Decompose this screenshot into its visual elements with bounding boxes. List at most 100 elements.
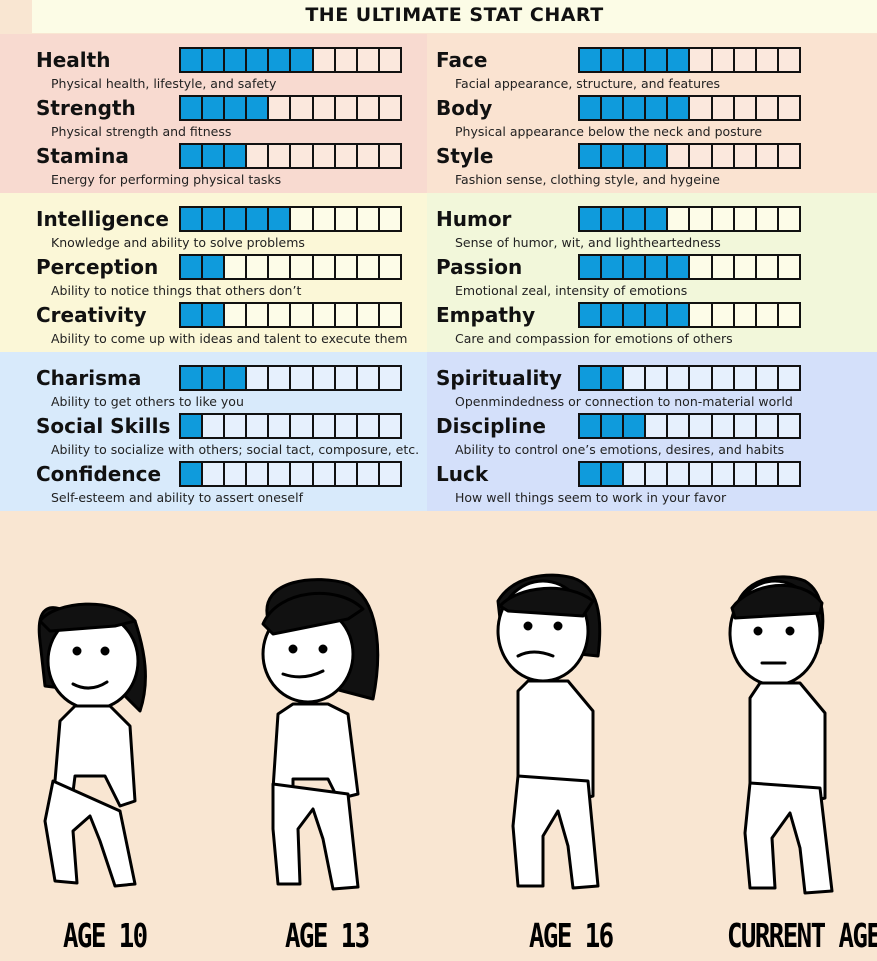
stat-confidence: Confidence Self-esteem and ability to ass…: [0, 454, 877, 505]
bar-cell-empty: [644, 413, 669, 439]
stat-level-bar: [578, 302, 819, 328]
bar-cell-filled: [622, 254, 647, 280]
age-label-current: CURRENT AGE: [727, 916, 877, 955]
bar-cell-filled: [666, 302, 691, 328]
stat-description: Ability to control one’s emotions, desir…: [455, 442, 785, 457]
stat-body: Body Physical appearance below the neck a…: [0, 88, 877, 139]
stat-description: How well things seem to work in your fav…: [455, 490, 727, 505]
bar-cell-filled: [201, 365, 226, 391]
bar-cell-empty: [666, 461, 691, 487]
stat-strength: Strength Physical strength and fitness: [0, 88, 877, 139]
bar-cell-empty: [710, 95, 735, 121]
bar-cell-empty: [666, 365, 691, 391]
bar-cell-empty: [245, 143, 270, 169]
bar-cell-filled: [600, 302, 625, 328]
stat-description: Openmindedness or connection to non-mate…: [455, 394, 793, 409]
stat-style: Style Fashion sense, clothing style, and …: [0, 136, 877, 187]
bar-cell-filled: [644, 95, 669, 121]
stat-description: Physical health, lifestyle, and safety: [51, 76, 277, 91]
bar-cell-empty: [377, 47, 402, 73]
stat-empathy: Empathy Care and compassion for emotions …: [0, 295, 877, 346]
stat-name: Intelligence: [36, 207, 169, 231]
bar-cell-empty: [622, 461, 647, 487]
bar-cell-filled: [622, 47, 647, 73]
bar-cell-empty: [710, 143, 735, 169]
bar-cell-filled: [578, 143, 603, 169]
bar-cell-filled: [622, 206, 647, 232]
bar-cell-filled: [245, 95, 270, 121]
bar-cell-empty: [710, 254, 735, 280]
bar-cell-empty: [355, 143, 380, 169]
bar-cell-filled: [622, 413, 647, 439]
stat-description: Ability to come up with ideas and talent…: [51, 331, 408, 346]
bar-cell-empty: [776, 206, 801, 232]
bar-cell-filled: [644, 302, 669, 328]
bar-cell-empty: [710, 413, 735, 439]
bar-cell-filled: [600, 206, 625, 232]
bar-cell-empty: [377, 206, 402, 232]
bar-cell-empty: [666, 413, 691, 439]
bar-cell-filled: [600, 47, 625, 73]
stat-name: Perception: [36, 255, 159, 279]
stat-description: Ability to notice things that others don…: [51, 283, 302, 298]
bar-cell-filled: [622, 95, 647, 121]
bar-cell-filled: [578, 95, 603, 121]
stat-face: Face Facial appearance, structure, and fe…: [0, 40, 877, 91]
bar-cell-empty: [377, 302, 402, 328]
age-label-13: AGE 13: [285, 916, 370, 955]
bar-cell-empty: [710, 461, 735, 487]
bar-cell-empty: [688, 413, 713, 439]
stat-name: Stamina: [36, 144, 129, 168]
bar-cell-filled: [578, 461, 603, 487]
bar-cell-filled: [622, 143, 647, 169]
stat-level-bar: [578, 461, 819, 487]
bar-cell-filled: [644, 254, 669, 280]
stat-level-bar: [179, 461, 420, 487]
bar-cell-filled: [600, 413, 625, 439]
stat-name: Confidence: [36, 462, 162, 486]
bar-cell-empty: [377, 143, 402, 169]
title-bar: THE ULTIMATE STAT CHART: [32, 0, 877, 33]
bar-cell-empty: [688, 302, 713, 328]
bar-cell-empty: [688, 461, 713, 487]
bar-cell-empty: [776, 47, 801, 73]
bar-cell-empty: [754, 143, 779, 169]
bar-cell-empty: [688, 254, 713, 280]
bar-cell-filled: [179, 143, 204, 169]
bar-cell-filled: [600, 461, 625, 487]
stat-level-bar: [578, 413, 819, 439]
bar-cell-empty: [644, 461, 669, 487]
stat-level-bar: [179, 413, 420, 439]
bar-cell-empty: [267, 413, 292, 439]
bar-cell-filled: [644, 206, 669, 232]
stat-name: Luck: [436, 462, 489, 486]
bar-cell-empty: [688, 95, 713, 121]
stat-health: Health Physical health, lifestyle, and sa…: [0, 40, 877, 91]
bar-cell-empty: [223, 461, 248, 487]
bar-cell-empty: [754, 47, 779, 73]
bar-cell-filled: [578, 47, 603, 73]
stat-description: Sense of humor, wit, and lightheartednes…: [455, 235, 721, 250]
stat-name: Health: [36, 48, 111, 72]
bar-cell-empty: [377, 365, 402, 391]
bar-cell-empty: [245, 365, 270, 391]
bar-cell-filled: [600, 95, 625, 121]
stat-level-bar: [179, 254, 420, 280]
bar-cell-empty: [732, 413, 757, 439]
bar-cell-filled: [179, 413, 204, 439]
bar-cell-filled: [578, 302, 603, 328]
stat-name: Passion: [436, 255, 523, 279]
figure-current-age: [728, 575, 834, 895]
stat-name: Style: [436, 144, 494, 168]
bar-cell-empty: [644, 365, 669, 391]
stat-name: Social Skills: [36, 414, 171, 438]
bar-cell-empty: [688, 47, 713, 73]
bar-cell-filled: [179, 206, 204, 232]
bar-cell-empty: [223, 302, 248, 328]
stat-level-bar: [179, 143, 420, 169]
figure-age-16: [496, 573, 602, 890]
stat-passion: Passion Emotional zeal, intensity of emot…: [0, 247, 877, 298]
bar-cell-empty: [754, 206, 779, 232]
bar-cell-empty: [267, 95, 292, 121]
bar-cell-empty: [245, 461, 270, 487]
